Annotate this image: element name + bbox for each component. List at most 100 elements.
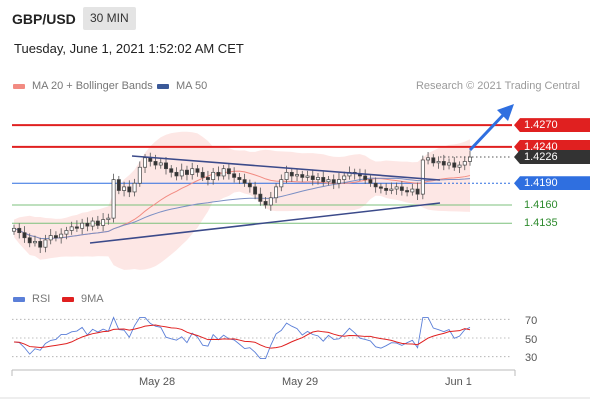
candle-body-30 (169, 168, 174, 173)
candle-body-45 (247, 182, 252, 188)
candle-body-49 (268, 197, 273, 206)
candles (12, 150, 472, 254)
candle-body-51 (279, 179, 284, 188)
chart-header: GBP/USD 30 MIN (0, 0, 590, 36)
candle-body-74 (399, 186, 404, 191)
candle-body-86 (462, 161, 467, 166)
timeframe-badge[interactable]: 30 MIN (83, 7, 136, 30)
level-label-1.4135: 1.4135 (524, 217, 558, 230)
candle-body-48 (263, 201, 268, 206)
candle-body-57 (310, 175, 315, 180)
candle-body-20 (116, 179, 121, 191)
rsi-level-30: 30 (525, 352, 538, 364)
candle-body-79 (426, 157, 431, 161)
candle-body-62 (337, 179, 341, 184)
candle-body-10 (64, 230, 69, 235)
rsi-line (13, 316, 471, 359)
legend-ma50: MA 50 (157, 80, 207, 92)
bollinger-band (14, 131, 470, 270)
candle-body-31 (174, 171, 179, 177)
candle-body-42 (232, 173, 237, 178)
legend-9ma-label: 9MA (81, 293, 104, 305)
candle-body-60 (326, 179, 331, 183)
candle-body-47 (258, 193, 263, 202)
x-label-may29: May 29 (282, 376, 319, 388)
candle-body-26 (148, 157, 153, 162)
level-label-1.4160: 1.4160 (524, 199, 558, 212)
candle-body-28 (158, 162, 163, 166)
timestamp: Tuesday, June 1, 2021 1:52:02 AM CET (14, 41, 244, 56)
candle-body-24 (137, 166, 142, 184)
rsi-9ma-line (13, 324, 471, 349)
candle-body-82 (441, 161, 446, 166)
candle-body-43 (237, 177, 242, 180)
instrument-title: GBP/USD (12, 11, 76, 27)
candle-body-23 (132, 182, 137, 193)
candle-body-87 (468, 156, 472, 162)
candle-body-21 (122, 186, 127, 191)
candle-body-81 (436, 161, 441, 164)
target-arrow-head-icon (497, 104, 514, 121)
candle-body-35 (195, 168, 200, 173)
rsi-level-70: 70 (525, 315, 538, 327)
candle-body-85 (457, 164, 462, 168)
candle-body-63 (342, 175, 347, 180)
candle-body-61 (331, 179, 336, 184)
candle-body-70 (378, 186, 383, 189)
legend-ma50-label: MA 50 (176, 80, 208, 92)
bollinger-band-area (14, 131, 470, 270)
legend-9ma: 9MA (62, 293, 104, 305)
candle-body-83 (447, 162, 451, 166)
candle-body-80 (431, 157, 436, 164)
legend-ma20-label: MA 20 + Bollinger Bands (32, 80, 153, 92)
candle-body-40 (221, 168, 226, 177)
ma50-line (13, 177, 471, 240)
candle-body-69 (373, 182, 378, 188)
target-arrow-shaft (468, 110, 508, 152)
candle-body-9 (59, 233, 64, 239)
candle-body-27 (153, 161, 158, 166)
candle-body-22 (127, 186, 132, 193)
candle-body-41 (226, 168, 231, 175)
candle-body-36 (200, 171, 205, 178)
candle-body-18 (106, 217, 111, 220)
candle-body-39 (216, 171, 221, 177)
candle-body-71 (384, 187, 389, 191)
candle-body-0 (12, 227, 16, 232)
candle-body-5 (38, 241, 43, 248)
candle-body-6 (43, 239, 48, 248)
candle-body-77 (415, 188, 420, 195)
ma20-swatch-icon (13, 83, 25, 89)
moving-averages (13, 170, 471, 240)
candle-body-53 (289, 171, 294, 177)
candle-body-8 (53, 235, 58, 239)
resistance-trendline (131, 155, 441, 181)
candle-body-73 (394, 186, 399, 190)
legend-ma20: MA 20 + Bollinger Bands (13, 80, 153, 92)
x-label-may28: May 28 (139, 376, 176, 388)
candle-body-84 (452, 162, 457, 168)
candle-body-46 (253, 186, 258, 195)
candle-body-59 (321, 177, 326, 183)
candle-body-1 (17, 227, 22, 234)
candle-body-33 (185, 169, 189, 175)
candle-body-38 (211, 171, 216, 180)
credit: Research © 2021 Trading Central (415, 80, 580, 92)
ma50-swatch-icon (157, 83, 169, 89)
level-label-1.4190: 1.4190 (514, 176, 590, 191)
candle-body-14 (85, 222, 90, 227)
rsi-level-50: 50 (525, 334, 538, 346)
candle-body-67 (363, 175, 368, 180)
candle-body-52 (284, 171, 289, 180)
candle-body-2 (22, 232, 27, 239)
candle-body-29 (164, 162, 168, 170)
candle-body-13 (80, 222, 85, 229)
support-trendline (89, 202, 441, 244)
level-label-1.4226: 1.4226 (514, 150, 590, 165)
candle-body-3 (27, 237, 32, 244)
candle-body-50 (274, 186, 279, 199)
candle-body-75 (405, 190, 410, 193)
candle-body-68 (368, 179, 373, 184)
candle-body-54 (295, 174, 299, 177)
candle-body-56 (305, 175, 310, 178)
